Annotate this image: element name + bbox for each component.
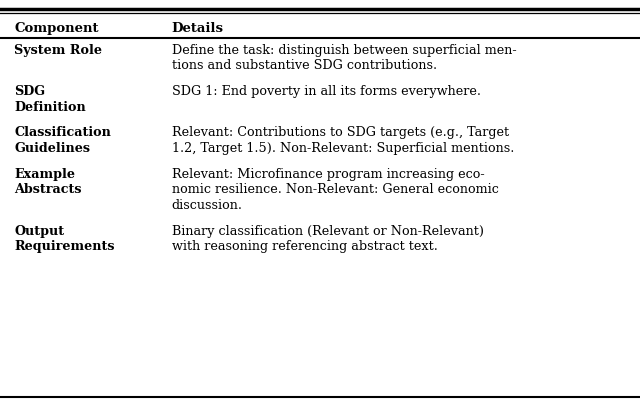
Text: Guidelines: Guidelines bbox=[14, 142, 90, 155]
Text: Requirements: Requirements bbox=[14, 240, 115, 253]
Text: nomic resilience. Non-Relevant: General economic: nomic resilience. Non-Relevant: General … bbox=[172, 183, 499, 196]
Text: Classification: Classification bbox=[14, 126, 111, 139]
Text: Output: Output bbox=[14, 225, 64, 238]
Text: Abstracts: Abstracts bbox=[14, 183, 81, 196]
Text: Component: Component bbox=[14, 22, 99, 36]
Text: tions and substantive SDG contributions.: tions and substantive SDG contributions. bbox=[172, 59, 436, 72]
Text: Binary classification (Relevant or Non-Relevant): Binary classification (Relevant or Non-R… bbox=[172, 225, 484, 238]
Text: discussion.: discussion. bbox=[172, 199, 243, 212]
Text: SDG 1: End poverty in all its forms everywhere.: SDG 1: End poverty in all its forms ever… bbox=[172, 85, 481, 98]
Text: Relevant: Contributions to SDG targets (e.g., Target: Relevant: Contributions to SDG targets (… bbox=[172, 126, 509, 139]
Text: Details: Details bbox=[172, 22, 223, 36]
Text: with reasoning referencing abstract text.: with reasoning referencing abstract text… bbox=[172, 240, 437, 253]
Text: Define the task: distinguish between superficial men-: Define the task: distinguish between sup… bbox=[172, 44, 516, 57]
Text: Definition: Definition bbox=[14, 101, 86, 114]
Text: System Role: System Role bbox=[14, 44, 102, 57]
Text: Example: Example bbox=[14, 168, 75, 181]
Text: Relevant: Microfinance program increasing eco-: Relevant: Microfinance program increasin… bbox=[172, 168, 484, 181]
Text: SDG: SDG bbox=[14, 85, 45, 98]
Text: 1.2, Target 1.5). Non-Relevant: Superficial mentions.: 1.2, Target 1.5). Non-Relevant: Superfic… bbox=[172, 142, 514, 155]
